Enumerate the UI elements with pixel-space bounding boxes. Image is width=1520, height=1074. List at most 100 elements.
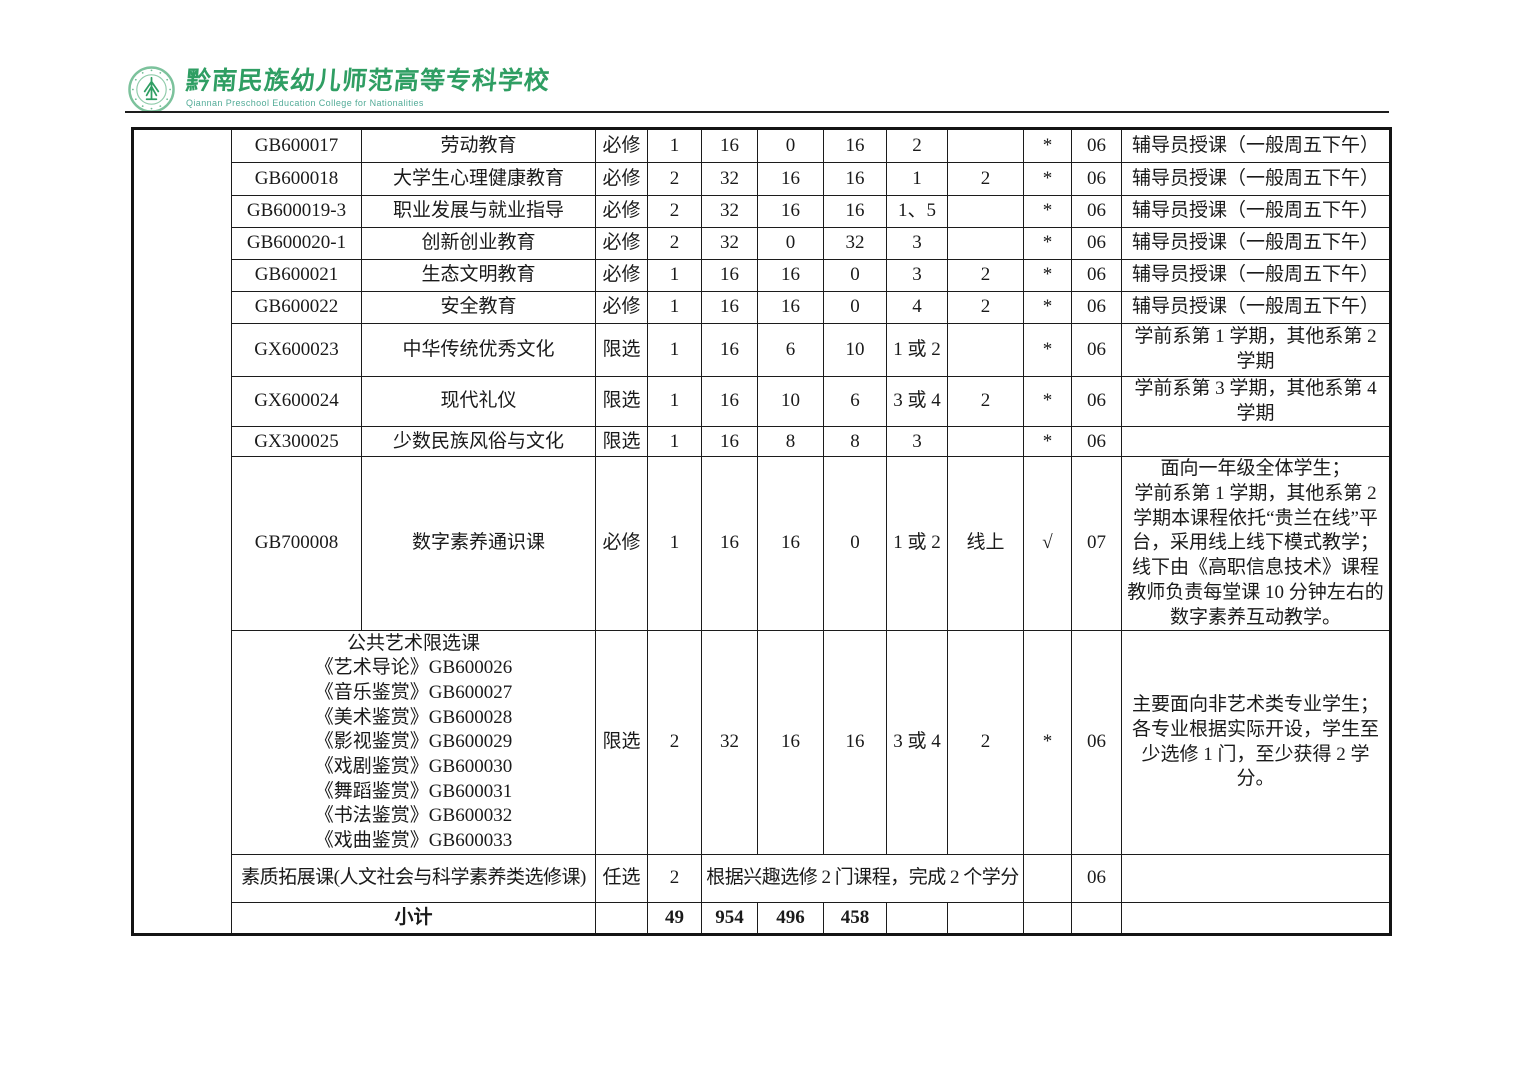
cell-practice: 6 [823,375,887,428]
cell-type: 限选 [595,375,648,428]
cell-assess: * [1023,162,1072,196]
art-block-course-list: 《艺术导论》GB600026 《音乐鉴赏》GB600027 《美术鉴赏》GB60… [314,657,513,852]
cell-type: 必修 [595,259,648,292]
cell-label: 素质拓展课(人文社会与科学素养类选修课) [231,854,596,904]
cell-theory: 16 [757,630,824,856]
cell-remark [1121,902,1391,936]
cell-semester: 1 [886,162,948,196]
category-cell [132,127,232,936]
cell-name: 少数民族风俗与文化 [361,426,596,458]
cell-dept: 06 [1071,323,1122,377]
school-name-english: Qiannan Preschool Education College for … [186,97,424,108]
cell-semester: 3 [886,227,948,260]
cell-name: 安全教育 [361,291,596,324]
cell-assess: * [1023,426,1072,458]
cell-type [595,902,648,936]
table-row: GB600019-3 职业发展与就业指导 必修 2 32 16 16 1、5 * 06 辅导员授课（… [133,195,1391,228]
art-block-title: 公共艺术限选课 [346,632,480,654]
curriculum-table: GB600017 劳动教育 必修 1 16 0 16 2 * 06 辅导员授课（一般周五下午） GB6… [131,127,1392,937]
cell-note: 根据兴趣选修 2 门课程，完成 2 个学分 [701,854,1024,904]
cell-dept: 06 [1071,630,1122,856]
cell-remark: 辅导员授课（一般周五下午） [1121,195,1391,228]
cell-name: 职业发展与就业指导 [361,195,596,228]
cell-assess: √ [1023,456,1072,632]
cell-semester: 3 或 4 [886,630,948,856]
cell-assess: * [1023,195,1072,228]
cell-name: 大学生心理健康教育 [361,162,596,196]
cell-type: 限选 [595,630,648,856]
cell-remark: 面向一年级全体学生； 学前系第 1 学期，其他系第 2 学期本课程依托“贵兰在线… [1121,456,1391,632]
cell-credits: 2 [647,227,702,260]
table-row: GB600022 安全教育 必修 1 16 16 0 4 2 * 06 辅导员授课（一般周五下午） [133,291,1391,324]
cell-theory: 10 [757,375,824,428]
cell-dept: 06 [1071,162,1122,196]
cell-practice: 16 [823,630,887,856]
cell-type: 必修 [595,291,648,324]
cell-name: 现代礼仪 [361,375,596,428]
cell-semester: 3 或 4 [886,375,948,428]
cell-assess: * [1023,259,1072,292]
cell-code: GB600019-3 [231,195,362,228]
cell-semester: 1 或 2 [886,323,948,377]
cell-credits: 49 [647,902,702,936]
school-seal-icon [128,66,175,113]
table-row: GX600023 中华传统优秀文化 限选 1 16 6 10 1 或 2 * 06 学前系第 1 学… [133,323,1391,377]
cell-weekly: 2 [947,259,1024,292]
cell-semester [886,902,948,936]
cell-type: 限选 [595,426,648,458]
cell-type: 任选 [595,854,648,904]
cell-theory: 16 [757,259,824,292]
table-row: 公共艺术限选课《艺术导论》GB600026 《音乐鉴赏》GB600027 《美术… [133,630,1391,856]
cell-name: 生态文明教育 [361,259,596,292]
table-row: GB600020-1 创新创业教育 必修 2 32 0 32 3 * 06 辅导员授课（一般周五下午… [133,227,1391,260]
table-row: GB600021 生态文明教育 必修 1 16 16 0 3 2 * 06 辅导员授课（一般周五下午） [133,259,1391,292]
cell-art-courses: 公共艺术限选课《艺术导论》GB600026 《音乐鉴赏》GB600027 《美术… [231,630,596,856]
cell-type: 必修 [595,195,648,228]
cell-theory: 16 [757,291,824,324]
cell-dept: 06 [1071,259,1122,292]
cell-assess: * [1023,323,1072,377]
cell-credits: 1 [647,259,702,292]
cell-credits: 2 [647,854,702,904]
cell-practice: 458 [823,902,887,936]
cell-semester: 3 [886,259,948,292]
cell-total: 16 [701,323,758,377]
cell-assess: * [1023,227,1072,260]
cell-remark: 辅导员授课（一般周五下午） [1121,259,1391,292]
cell-dept: 07 [1071,456,1122,632]
header-rule [125,111,1389,113]
cell-remark: 辅导员授课（一般周五下午） [1121,128,1391,163]
cell-total: 16 [701,456,758,632]
cell-name: 劳动教育 [361,128,596,163]
school-name-chinese: 黔南民族幼儿师范高等专科学校 [184,66,552,95]
cell-total: 16 [701,259,758,292]
cell-weekly [947,323,1024,377]
cell-remark: 辅导员授课（一般周五下午） [1121,227,1391,260]
cell-weekly [947,227,1024,260]
cell-weekly: 2 [947,630,1024,856]
cell-dept: 06 [1071,195,1122,228]
cell-code: GB600018 [231,162,362,196]
school-header: 黔南民族幼儿师范高等专科学校 Qiannan Preschool Educati… [128,66,552,113]
cell-code: GX600023 [231,323,362,377]
cell-assess: * [1023,630,1072,856]
cell-remark: 主要面向非艺术类专业学生；各专业根据实际开设，学生至少选修 1 门，至少获得 2… [1121,630,1391,856]
table-row: 素质拓展课(人文社会与科学素养类选修课) 任选 2 根据兴趣选修 2 门课程，完成 2… [133,854,1391,904]
cell-remark [1121,854,1391,904]
cell-weekly [947,195,1024,228]
cell-practice: 32 [823,227,887,260]
cell-semester: 4 [886,291,948,324]
cell-practice: 16 [823,128,887,163]
cell-credits: 1 [647,323,702,377]
cell-total: 32 [701,630,758,856]
cell-dept: 06 [1071,426,1122,458]
cell-assess: * [1023,291,1072,324]
cell-type: 必修 [595,128,648,163]
cell-dept: 06 [1071,291,1122,324]
cell-total: 16 [701,375,758,428]
cell-assess: * [1023,128,1072,163]
cell-credits: 1 [647,375,702,428]
cell-credits: 2 [647,195,702,228]
cell-weekly [947,902,1024,936]
